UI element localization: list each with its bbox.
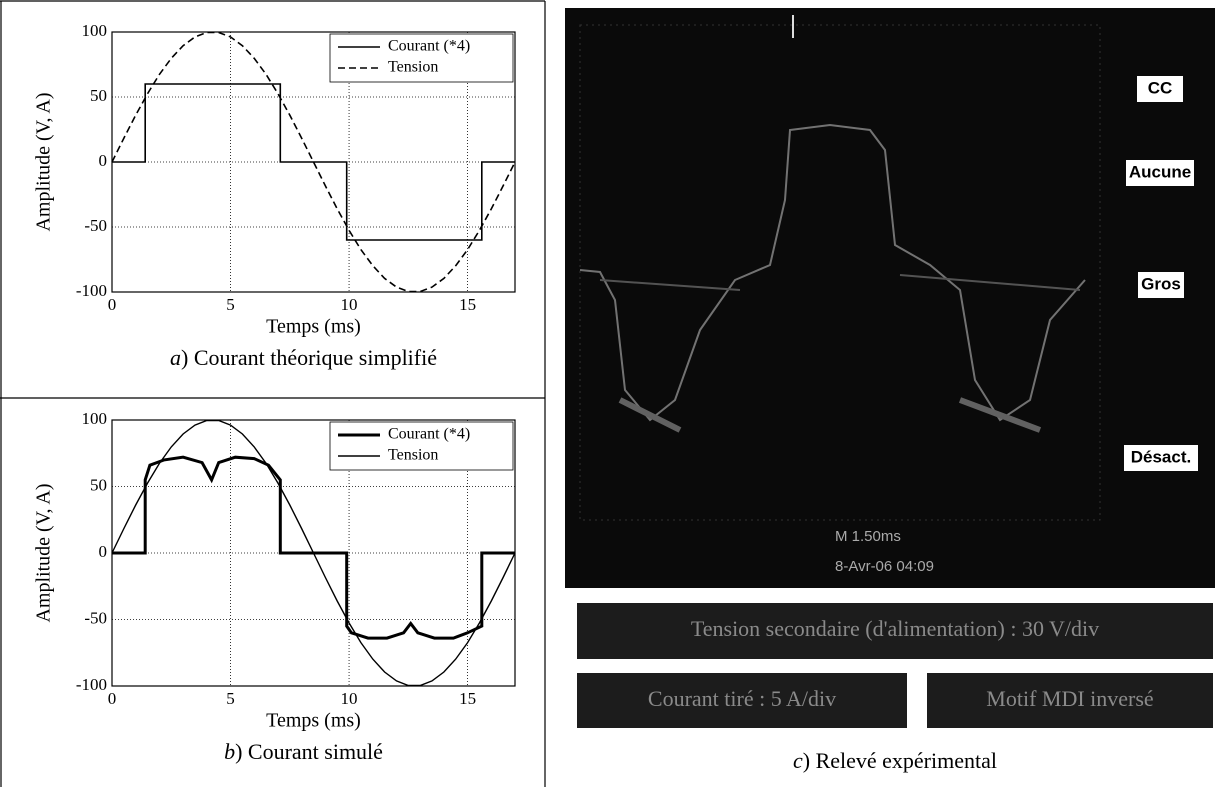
legend-box-text: Motif MDI inversé (986, 686, 1153, 711)
x-tick-label: 15 (459, 295, 476, 314)
y-tick-label: -100 (76, 675, 107, 694)
x-axis-label: Temps (ms) (266, 316, 361, 338)
y-tick-label: -50 (84, 216, 107, 235)
legend-box (329, 421, 514, 471)
x-tick-label: 15 (459, 689, 476, 708)
x-tick-label: 0 (108, 295, 117, 314)
legend-label: Courant (*4) (388, 426, 470, 443)
scope-date: 8-Avr-06 04:09 (835, 558, 934, 575)
scope-menu-label: Désact. (1131, 447, 1191, 466)
panel-frame (0, 0, 546, 787)
caption-text: ) Relevé expérimental (803, 748, 997, 773)
caption: a) Courant théorique simplifié (170, 345, 437, 370)
y-tick-label: 50 (90, 475, 107, 494)
x-tick-label: 5 (226, 689, 235, 708)
caption-text: ) Courant simulé (235, 739, 383, 764)
caption-letter: b (224, 739, 235, 764)
y-tick-label: 100 (82, 409, 108, 428)
caption: c) Relevé expérimental (793, 748, 997, 773)
x-tick-label: 5 (226, 295, 235, 314)
legend-label: Courant (*4) (388, 38, 470, 55)
scope-timebase: M 1.50ms (835, 528, 901, 545)
legend-box-text: Tension secondaire (d'alimentation) : 30… (691, 616, 1099, 641)
legend-box-text: Courant tiré : 5 A/div (648, 686, 836, 711)
series-line (111, 419, 516, 687)
y-tick-label: 100 (82, 21, 108, 40)
scope-menu-label: Aucune (1129, 162, 1191, 181)
legend-label: Tension (388, 59, 438, 76)
y-tick-label: 0 (99, 151, 108, 170)
scope-menu-label: CC (1148, 78, 1173, 97)
legend-label: Tension (388, 447, 438, 464)
x-axis-label: Temps (ms) (266, 710, 361, 732)
caption-text: ) Courant théorique simplifié (181, 345, 437, 370)
x-tick-label: 10 (341, 295, 358, 314)
caption-letter: a (170, 345, 181, 370)
y-tick-label: 50 (90, 86, 107, 105)
legend-boxes (577, 603, 1213, 728)
x-tick-label: 0 (108, 689, 117, 708)
y-tick-label: 0 (99, 542, 108, 561)
y-tick-label: -50 (84, 608, 107, 627)
scope-menu-label: Gros (1141, 274, 1181, 293)
caption: b) Courant simulé (224, 739, 383, 764)
legend-box (329, 33, 514, 83)
caption-letter: c (793, 748, 803, 773)
x-tick-label: 10 (341, 689, 358, 708)
scope-screen (565, 8, 1215, 588)
y-axis-label: Amplitude (V, A) (33, 483, 55, 622)
y-tick-label: -100 (76, 281, 107, 300)
y-axis-label: Amplitude (V, A) (33, 92, 55, 231)
series-line (112, 83, 515, 241)
